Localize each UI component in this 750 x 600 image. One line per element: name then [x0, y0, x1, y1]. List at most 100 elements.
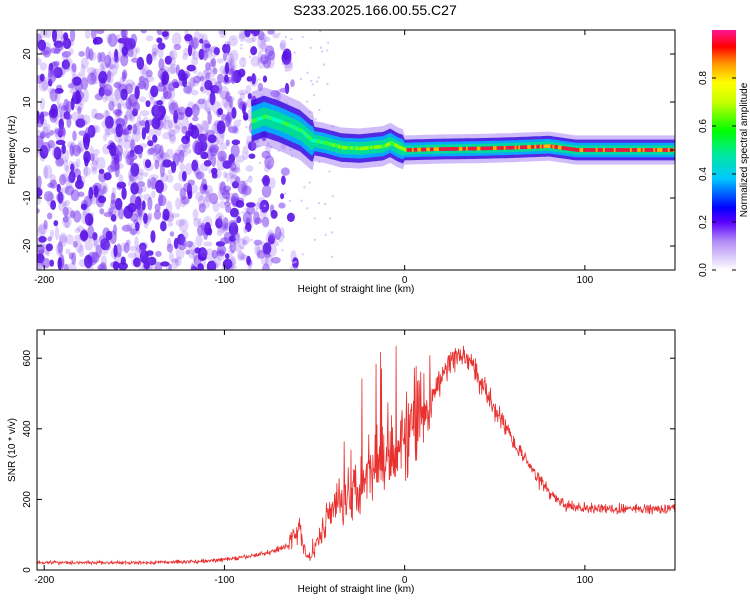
spectrogram-cell — [239, 56, 247, 68]
spectrogram-cell — [146, 135, 152, 142]
spectrogram-cell — [173, 182, 183, 192]
spectrogram-cell — [95, 244, 102, 259]
spectrogram-cell — [233, 119, 241, 128]
spectrogram-cell — [39, 30, 48, 38]
spectrogram-cell — [132, 123, 141, 129]
spectrogram-track-cell — [510, 145, 514, 150]
spectrogram-cell — [270, 90, 281, 98]
spectrogram-cell — [168, 102, 179, 115]
spectrogram-track-cell — [539, 144, 543, 149]
spectrogram-cell — [263, 204, 266, 207]
spectrogram-cell — [209, 46, 218, 53]
spectrogram-cell — [282, 48, 292, 61]
spectrogram-cell — [198, 203, 206, 213]
spectrogram-cell — [324, 233, 327, 236]
spectrogram-cell — [234, 176, 241, 184]
spectrogram-cell — [268, 50, 276, 61]
spectrogram-cell — [231, 70, 236, 85]
spectrogram-cell — [139, 110, 150, 117]
spectrogram-cell — [271, 162, 274, 165]
spectrogram-cell — [231, 107, 237, 119]
spectrogram-cell — [122, 69, 128, 80]
spectrogram-cell — [183, 85, 192, 94]
spectrogram-cell — [285, 69, 288, 72]
spectrogram-cell — [281, 175, 286, 185]
spectrogram-cell — [227, 110, 233, 117]
spectrogram-cell — [225, 204, 232, 213]
spectrogram-cell — [119, 98, 125, 107]
spectrogram-track-cell — [267, 115, 271, 120]
spectrogram-cell — [155, 250, 162, 258]
spectrogram-cell — [209, 45, 220, 57]
spectrogram-cell — [171, 258, 180, 264]
spectrogram-cell — [190, 124, 198, 131]
spectrogram-cell — [137, 205, 142, 217]
spectrogram-cell — [103, 211, 113, 218]
spectrogram-cell — [86, 66, 97, 75]
spectrogram-cell — [149, 96, 155, 105]
spectrogram-cell — [70, 163, 75, 172]
spectrogram-cell — [78, 130, 87, 136]
spectrogram-track-cell — [545, 144, 549, 149]
spectrogram-cell — [216, 120, 226, 135]
spectrogram-cell — [63, 58, 70, 73]
spectrogram-cell — [225, 203, 228, 206]
spectrogram-track-cell — [655, 148, 659, 152]
spectrogram-track-cell — [413, 147, 417, 152]
spectrogram-cell — [201, 33, 208, 45]
spectrogram-cell — [232, 165, 235, 168]
spectrogram-cell — [260, 256, 269, 265]
spectrogram-cell — [192, 80, 200, 87]
spectrogram-cell — [128, 246, 137, 252]
spectrogram-cell — [247, 141, 257, 151]
y-tick-label: 20 — [22, 48, 33, 60]
spectrogram-cell — [196, 224, 205, 237]
spectrogram-track-cell — [601, 148, 605, 152]
spectrogram-cell — [87, 225, 95, 239]
spectrogram-cell — [284, 192, 287, 195]
spectrogram-cell — [71, 111, 80, 122]
spectrogram-cell — [128, 173, 138, 181]
spectrogram-cell — [237, 89, 248, 96]
spectrogram-cell — [65, 234, 74, 245]
spectrogram-track-cell — [356, 146, 359, 151]
spectrogram-cell — [62, 216, 69, 223]
spectrogram-cell — [114, 111, 121, 122]
spectrogram-track-cell — [280, 120, 284, 124]
spectrogram-cell — [245, 140, 252, 149]
spectrogram-cell — [294, 267, 297, 270]
spectrogram-track-cell — [352, 146, 356, 150]
spectrogram-cell — [320, 46, 323, 49]
spectrogram-track-cell — [523, 145, 527, 149]
spectrogram-cell — [169, 251, 174, 263]
spectrogram-cell — [174, 149, 181, 157]
spectrogram-cell — [248, 153, 256, 159]
spectrogram-cell — [46, 212, 53, 220]
spectrogram-track-cell — [341, 145, 345, 150]
spectrogram-cell — [226, 194, 229, 197]
spectrogram-cell — [156, 30, 163, 36]
spectrogram-cell — [38, 235, 47, 243]
spectrogram-cell — [110, 199, 116, 210]
spectrogram-track-cell — [350, 146, 354, 150]
spectrogram-cell — [83, 166, 89, 178]
spectrogram-track-cell — [273, 117, 277, 122]
spectrogram-cell — [245, 126, 248, 129]
spectrogram-cell — [37, 175, 42, 189]
spectrogram-cell — [155, 179, 164, 194]
spectrogram-cell — [174, 124, 181, 134]
spectrogram-track-cell — [624, 148, 628, 152]
spectrogram-cell — [225, 91, 231, 102]
spectrogram-track-cell — [435, 147, 439, 151]
spectrogram-track-cell — [455, 147, 459, 151]
spectrogram-track-cell — [404, 148, 408, 152]
spectrogram-cell — [74, 179, 84, 190]
y-tick-label: 0 — [22, 147, 33, 153]
spectrogram-cell — [242, 239, 248, 246]
spectrogram-cell — [223, 74, 229, 83]
spectrogram-cell — [317, 202, 320, 205]
snr-frame — [36, 329, 676, 571]
spectrogram-cell — [90, 30, 97, 40]
spectrogram-cell — [238, 30, 246, 42]
spectrogram-track-cell — [575, 148, 579, 152]
